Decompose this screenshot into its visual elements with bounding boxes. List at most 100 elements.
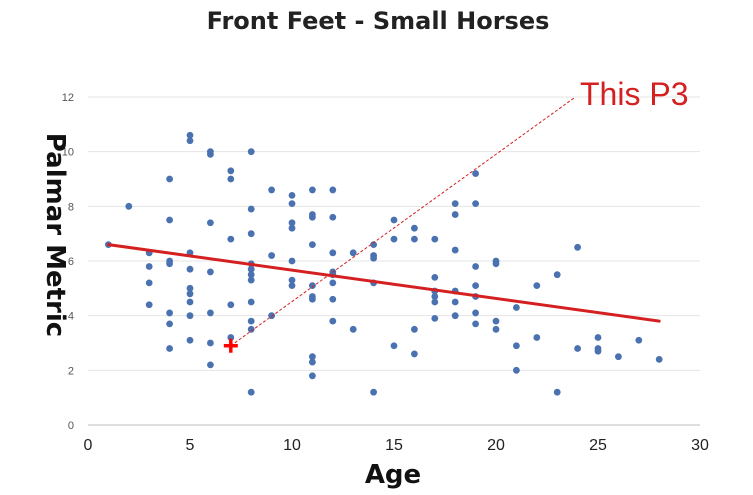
data-point (207, 268, 214, 276)
data-point (186, 298, 194, 306)
x-tick-label: 10 (283, 437, 301, 454)
chart-title: Front Feet - Small Horses (207, 7, 550, 35)
data-point (370, 388, 377, 396)
y-tick-label: 12 (62, 92, 74, 104)
data-point (655, 356, 663, 363)
data-point (533, 282, 541, 289)
data-point (329, 295, 337, 303)
data-point (145, 263, 153, 270)
annotation-leader-line (230, 97, 575, 347)
data-point (268, 252, 275, 259)
data-point (186, 284, 194, 292)
data-point (247, 276, 255, 284)
data-point (227, 175, 235, 183)
x-tick-label: 30 (691, 437, 709, 454)
data-point (166, 345, 174, 352)
data-points (105, 131, 663, 396)
data-point (309, 282, 316, 289)
data-point (145, 301, 153, 309)
x-tick-label: 25 (589, 437, 607, 454)
data-point (166, 175, 174, 183)
data-point (451, 312, 459, 320)
trendline-group (106, 243, 661, 323)
y-tick-label: 0 (68, 420, 74, 432)
data-point (309, 372, 316, 380)
data-point (309, 186, 316, 194)
data-point (186, 131, 194, 139)
data-point (431, 293, 439, 300)
data-point (207, 361, 214, 369)
data-point (125, 202, 133, 210)
x-tick-label: 0 (84, 437, 93, 454)
data-point (329, 279, 337, 287)
data-point (370, 241, 377, 249)
data-point (247, 271, 255, 279)
data-point (227, 167, 235, 175)
data-point (207, 151, 214, 158)
data-point (492, 317, 500, 325)
data-point (370, 254, 377, 262)
data-point (472, 170, 479, 177)
data-point (309, 353, 316, 361)
x-tick-label: 5 (186, 437, 195, 454)
data-point (247, 388, 255, 396)
data-point (513, 366, 520, 374)
data-point (349, 325, 357, 333)
data-point (247, 298, 255, 306)
y-tick-label: 2 (68, 365, 74, 377)
data-point (227, 301, 235, 309)
gridlines (88, 96, 700, 426)
y-tick-label: 4 (68, 311, 74, 323)
data-point (594, 347, 602, 355)
data-point (329, 213, 337, 221)
data-point (533, 334, 541, 341)
data-point (247, 325, 255, 333)
data-point (472, 263, 479, 270)
data-point (309, 213, 316, 221)
data-point (431, 298, 439, 306)
data-point (390, 342, 398, 350)
data-point (553, 271, 561, 279)
annotation-group: This P3 (223, 76, 688, 353)
data-point (207, 339, 214, 347)
data-point (553, 388, 561, 396)
data-point (247, 317, 255, 325)
x-axis-ticks: 0 5 10 15 20 25 30 (84, 437, 709, 454)
data-point (288, 257, 296, 265)
data-point (186, 312, 194, 320)
data-point (288, 200, 296, 208)
data-point (513, 304, 520, 311)
data-point (431, 315, 439, 322)
data-point (451, 211, 459, 218)
data-point (186, 336, 194, 344)
data-point (145, 279, 153, 287)
data-point (513, 342, 520, 350)
data-point (615, 353, 622, 361)
data-point (309, 358, 316, 366)
data-point (574, 243, 581, 251)
data-point (247, 230, 255, 238)
x-tick-label: 20 (487, 437, 505, 454)
data-point (166, 260, 174, 268)
x-tick-label: 15 (385, 437, 403, 454)
data-point (574, 345, 581, 352)
data-point (451, 246, 459, 254)
data-point (492, 260, 500, 268)
data-point (288, 282, 296, 289)
data-point (411, 224, 418, 232)
data-point (268, 186, 275, 194)
data-point (227, 235, 235, 243)
data-point (451, 200, 459, 208)
data-point (207, 309, 214, 317)
y-tick-label: 10 (62, 147, 74, 159)
data-point (451, 298, 459, 306)
data-point (207, 219, 214, 227)
data-point (288, 224, 296, 232)
data-point (411, 235, 418, 243)
data-point (411, 350, 418, 358)
data-point (309, 241, 316, 249)
data-point (186, 137, 194, 145)
data-point (349, 249, 357, 257)
data-point (390, 235, 398, 243)
